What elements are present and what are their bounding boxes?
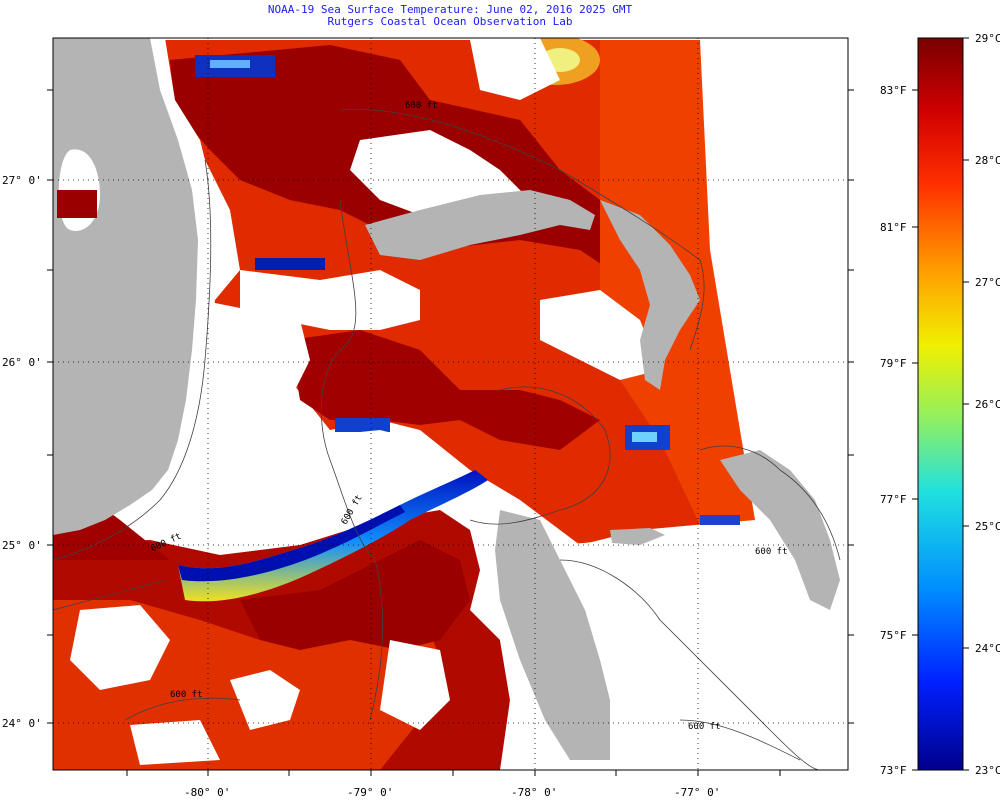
contour-label: 600 ft xyxy=(755,547,788,557)
axis-ticks xyxy=(47,89,854,776)
colorbar-f-label: 75°F xyxy=(880,629,907,642)
map-subtitle: Rutgers Coastal Ocean Observation Lab xyxy=(327,15,573,28)
latitude-label: 24° 0' xyxy=(2,717,42,730)
colorbar-c-label: 23°C xyxy=(975,764,1000,777)
colorbar-c-label: 29°C xyxy=(975,32,1000,45)
graticule xyxy=(53,38,848,770)
longitude-label: -77° 0' xyxy=(674,786,721,799)
colorbar-c-label: 26°C xyxy=(975,398,1000,411)
longitude-label: -80° 0' xyxy=(184,786,231,799)
colorbar-c-label: 28°C xyxy=(975,154,1000,167)
latitude-label: 25° 0' xyxy=(2,539,42,552)
longitude-label: -79° 0' xyxy=(347,786,394,799)
colorbar-c-label: 27°C xyxy=(975,276,1000,289)
contour-label: 600 ft xyxy=(688,722,721,732)
map-frame xyxy=(52,37,849,771)
colorbar-f-label: 79°F xyxy=(880,357,907,370)
colorbar-f-label: 73°F xyxy=(880,764,907,777)
latitude-label: 26° 0' xyxy=(2,356,42,369)
depth-contours xyxy=(52,109,841,771)
contour-label: 600 ft xyxy=(405,101,438,111)
latitude-label: 27° 0' xyxy=(2,174,42,187)
land-masses xyxy=(53,38,840,760)
colorbar-ticks xyxy=(912,37,969,771)
longitude-label: -78° 0' xyxy=(511,786,558,799)
colorbar-f-label: 77°F xyxy=(880,493,907,506)
colorbar xyxy=(917,37,964,771)
contour-label: 600 ft xyxy=(170,690,203,700)
map-title: NOAA-19 Sea Surface Temperature: June 02… xyxy=(267,3,633,16)
colorbar-f-label: 83°F xyxy=(880,84,907,97)
colorbar-c-label: 25°C xyxy=(975,520,1000,533)
colorbar-c-label: 24°C xyxy=(975,642,1000,655)
colorbar-f-label: 81°F xyxy=(880,221,907,234)
